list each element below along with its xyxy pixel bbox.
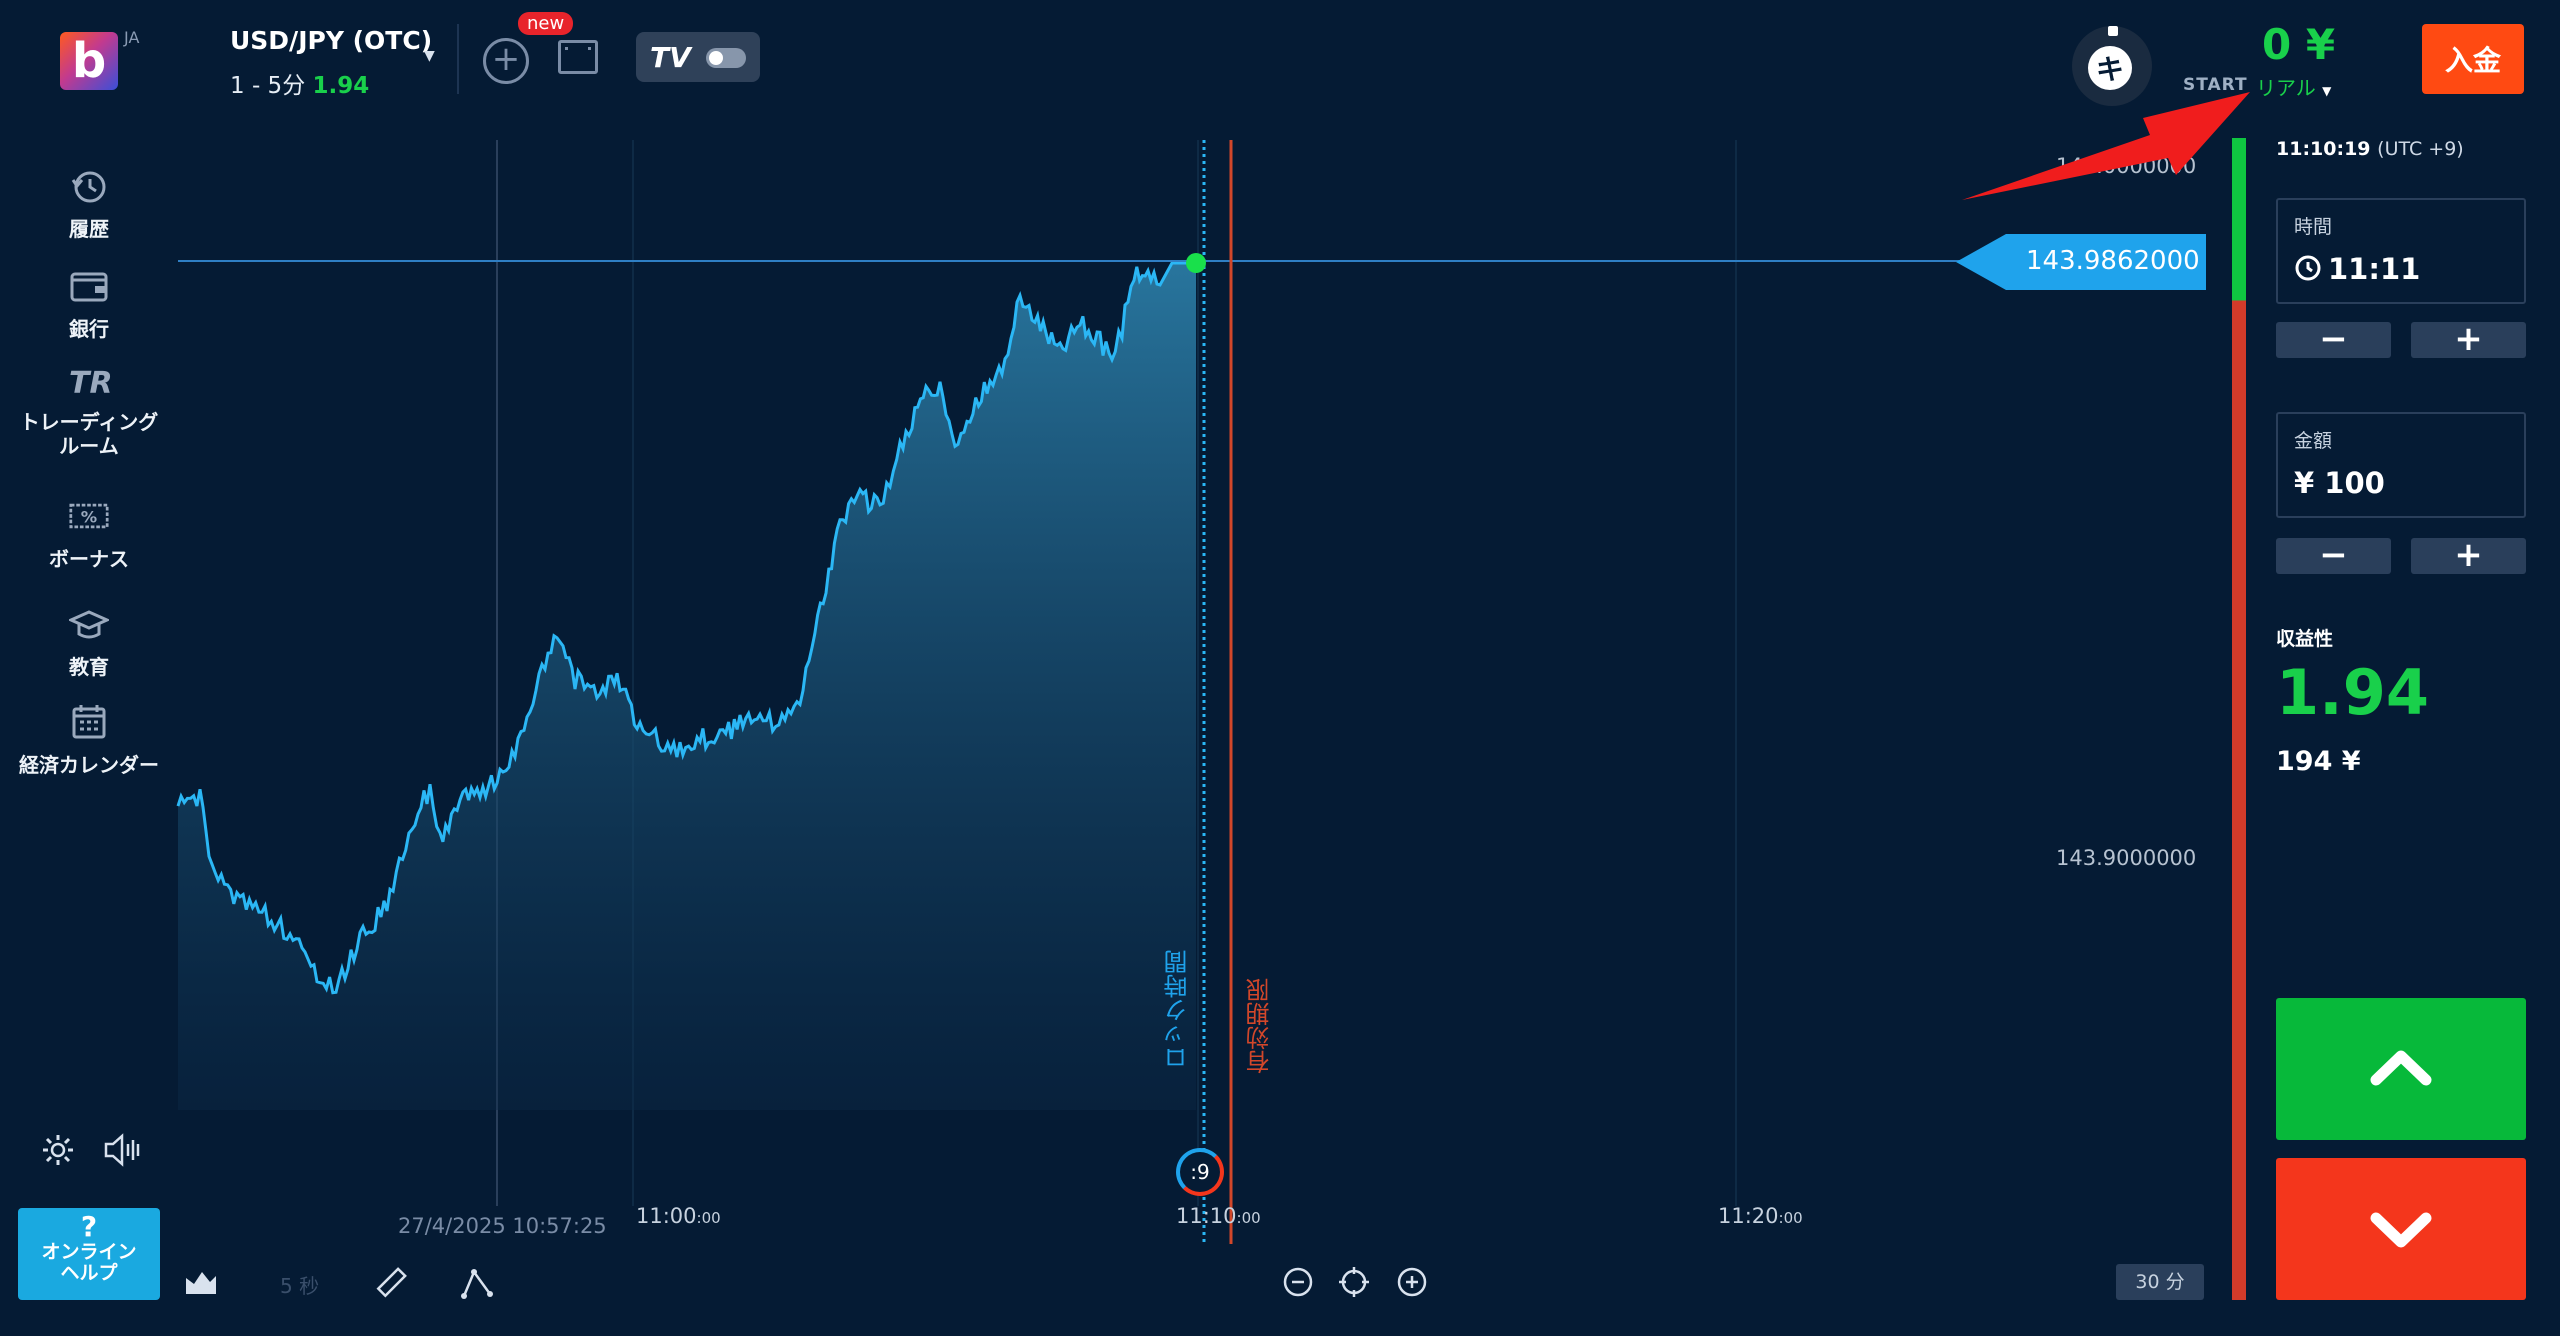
profile-avatar[interactable]: キ bbox=[2072, 26, 2152, 106]
amount-stepper: − + bbox=[2276, 538, 2526, 574]
help-label: オンライン ヘルプ bbox=[41, 1241, 137, 1284]
help-question-icon: ? bbox=[80, 1210, 98, 1243]
calendar-icon bbox=[72, 705, 106, 739]
account-type: リアル bbox=[2256, 76, 2316, 100]
asset-payout: 1.94 bbox=[312, 73, 370, 99]
chevron-up-icon bbox=[2370, 1050, 2432, 1086]
asset-selector-details[interactable]: 1 - 5分 1.94 bbox=[230, 66, 369, 100]
sidebar-item-bonus[interactable]: % ボーナス bbox=[0, 496, 178, 571]
deposit-button[interactable]: 入金 bbox=[2422, 24, 2524, 94]
toggle-switch[interactable] bbox=[706, 48, 746, 68]
drawing-tools-icon[interactable] bbox=[460, 1266, 494, 1300]
sidebar-item-label: 履歴 bbox=[69, 217, 109, 241]
graduation-cap-icon bbox=[67, 610, 111, 639]
expiry-label: 有効期限 bbox=[1246, 978, 1274, 1074]
server-clock: 11:10:19 (UTC +9) bbox=[2276, 138, 2464, 160]
crosshair-time-label: 27/4/2025 10:57:25 bbox=[398, 1214, 607, 1238]
sidebar-item-bank[interactable]: 銀行 bbox=[0, 266, 178, 341]
current-price-value: 143.9862000 bbox=[2026, 246, 2200, 276]
time-axis-label: 11:00:00 bbox=[636, 1204, 721, 1228]
candle-interval[interactable]: 5 秒 bbox=[280, 1274, 320, 1298]
trader-sentiment-bar bbox=[2232, 138, 2246, 1300]
profitability-label: 収益性 bbox=[2276, 628, 2334, 650]
account-type-selector[interactable]: リアル ▼ bbox=[2256, 72, 2331, 101]
profitability-value: 1.94 bbox=[2276, 656, 2429, 729]
sidebar-item-label: ボーナス bbox=[49, 547, 129, 571]
settings-gear-icon[interactable] bbox=[40, 1132, 76, 1168]
sidebar-item-label: 経済カレンダー bbox=[19, 753, 159, 777]
time-minus-button[interactable]: − bbox=[2276, 322, 2391, 358]
sidebar-item-label: 教育 bbox=[69, 655, 109, 679]
time-field[interactable]: 時間 11:11 bbox=[2276, 198, 2526, 304]
ruler-icon[interactable] bbox=[374, 1266, 408, 1300]
countdown-timer: :9 bbox=[1176, 1148, 1224, 1196]
chart-layout-icon[interactable] bbox=[558, 40, 598, 74]
sidebar-item-label: 銀行 bbox=[69, 317, 109, 341]
current-price-tag: 143.9862000 bbox=[1956, 234, 2206, 290]
sound-icon[interactable] bbox=[102, 1132, 142, 1168]
amount-field[interactable]: 金額 ¥ 100 bbox=[2276, 412, 2526, 518]
profit-amount: 194 ¥ bbox=[2276, 746, 2361, 777]
sidebar-item-calendar[interactable]: 経済カレンダー bbox=[0, 702, 178, 777]
history-icon bbox=[71, 171, 106, 203]
lower-button[interactable] bbox=[2276, 1158, 2526, 1300]
time-axis-label: 11:10:00 bbox=[1176, 1204, 1261, 1228]
sidebar-item-history[interactable]: 履歴 bbox=[0, 166, 178, 241]
sidebar-item-education[interactable]: 教育 bbox=[0, 604, 178, 679]
header-divider bbox=[457, 24, 459, 94]
time-axis-label: 11:20:00 bbox=[1718, 1204, 1803, 1228]
recenter-icon[interactable] bbox=[1338, 1266, 1370, 1298]
time-plus-button[interactable]: + bbox=[2411, 322, 2526, 358]
broker-logo[interactable]: b bbox=[60, 32, 118, 90]
sidebar-item-trading-room[interactable]: TR トレーディング ルーム bbox=[0, 364, 178, 458]
amount-value: ¥ 100 bbox=[2294, 466, 2385, 500]
time-stepper: − + bbox=[2276, 322, 2526, 358]
time-value: 11:11 bbox=[2294, 252, 2420, 286]
price-line bbox=[176, 261, 1196, 995]
online-help-button[interactable]: ? オンライン ヘルプ bbox=[18, 1208, 160, 1300]
account-dropdown-icon: ▼ bbox=[2322, 84, 2332, 98]
chevron-down-icon bbox=[2370, 1212, 2432, 1248]
svg-text:%: % bbox=[81, 507, 97, 526]
add-asset-button[interactable]: + bbox=[483, 38, 529, 84]
avatar-indicator-icon bbox=[2108, 26, 2118, 36]
current-price-dot bbox=[1186, 253, 1206, 273]
wallet-icon bbox=[70, 272, 108, 302]
avatar-letter: キ bbox=[2088, 46, 2132, 90]
timezone: (UTC +9) bbox=[2377, 138, 2464, 160]
chart-type-icon[interactable] bbox=[184, 1268, 218, 1296]
timeframe-button[interactable]: 30 分 bbox=[2116, 1264, 2204, 1300]
sidebar-item-label: トレーディング ルーム bbox=[19, 410, 159, 458]
asset-dropdown-icon[interactable]: ▼ bbox=[424, 48, 435, 64]
zoom-in-icon[interactable] bbox=[1396, 1266, 1428, 1298]
higher-button[interactable] bbox=[2276, 998, 2526, 1140]
tradingview-toggle[interactable]: TV bbox=[636, 32, 760, 82]
price-tag-shape bbox=[1956, 234, 2206, 290]
new-badge: new bbox=[518, 12, 574, 35]
amount-label: 金額 bbox=[2294, 430, 2333, 452]
trading-room-icon: TR bbox=[69, 366, 113, 401]
clock-icon bbox=[2295, 255, 2321, 281]
time-label: 時間 bbox=[2294, 216, 2333, 238]
asset-timeframe: 1 - 5分 bbox=[230, 73, 306, 99]
asset-selector-name[interactable]: USD/JPY (OTC) bbox=[230, 26, 433, 55]
amount-minus-button[interactable]: − bbox=[2276, 538, 2391, 574]
annotation-arrow-icon bbox=[1962, 92, 2250, 200]
amount-plus-button[interactable]: + bbox=[2411, 538, 2526, 574]
price-chart[interactable] bbox=[0, 0, 2230, 1336]
lock-time-label: ロック時間 bbox=[1164, 950, 1192, 1070]
language-badge[interactable]: JA bbox=[124, 28, 140, 47]
zoom-out-icon[interactable] bbox=[1282, 1266, 1314, 1298]
tradingview-icon: TV bbox=[650, 41, 691, 74]
bonus-icon: % bbox=[69, 503, 109, 529]
account-balance[interactable]: 0 ¥ bbox=[2262, 20, 2336, 69]
account-level: START bbox=[2183, 75, 2248, 95]
price-area bbox=[178, 263, 1196, 1110]
price-axis-label: 143.9000000 bbox=[2056, 846, 2197, 870]
